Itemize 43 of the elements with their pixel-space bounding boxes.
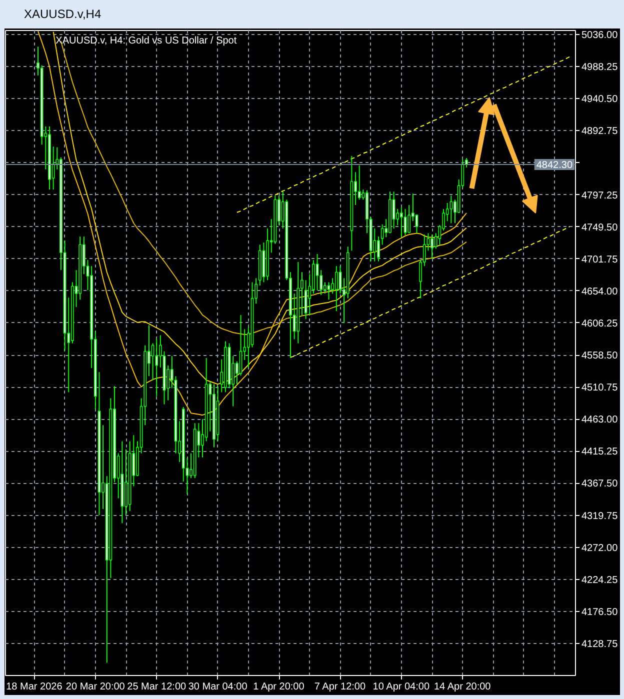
y-tick-label: 4558.50 xyxy=(582,350,618,362)
y-tick-label: 4749.50 xyxy=(582,222,618,234)
y-tick-label: 4940.50 xyxy=(582,94,618,106)
chart-title: XAUUSD.v,H4 xyxy=(24,6,102,23)
y-tick-label: 4463.00 xyxy=(582,414,618,426)
candlestick xyxy=(400,206,403,238)
candlestick xyxy=(408,204,411,234)
y-tick-label: 4367.50 xyxy=(582,478,618,490)
y-tick-label: 4415.25 xyxy=(582,446,618,458)
y-tick-label: 4510.75 xyxy=(582,382,618,394)
x-tick-label: 25 Mar 12:00 xyxy=(127,682,187,692)
y-tick-label: 4988.25 xyxy=(582,62,618,74)
y-tick-label: 4272.00 xyxy=(582,542,618,554)
candlestick xyxy=(430,234,434,260)
candlestick xyxy=(415,214,418,234)
candlestick xyxy=(358,164,361,200)
candlestick xyxy=(327,282,330,300)
candlestick xyxy=(377,236,380,262)
x-tick-label: 1 Apr 20:00 xyxy=(253,682,305,692)
x-tick-label: 10 Apr 04:00 xyxy=(372,682,430,692)
line-series xyxy=(236,56,570,213)
candlestick xyxy=(334,266,338,312)
line-series xyxy=(290,226,570,358)
candlestick xyxy=(155,338,158,397)
y-tick-label: 4319.75 xyxy=(582,510,618,522)
x-tick-label: 20 Mar 20:00 xyxy=(66,682,126,692)
y-tick-label: 4128.75 xyxy=(582,638,618,650)
y-tick-label: 4892.75 xyxy=(582,126,618,138)
y-tick-label: 4654.00 xyxy=(582,286,618,298)
y-tick-label: 4224.25 xyxy=(582,574,618,586)
x-tick-label: 7 Apr 12:00 xyxy=(314,682,366,692)
y-tick-label: 4606.25 xyxy=(582,318,618,330)
ref-line-label: 4842.30 xyxy=(536,160,573,172)
y-tick-label: 4701.75 xyxy=(582,254,618,266)
candlestick xyxy=(316,254,319,291)
x-tick-label: 18 Mar 2026 xyxy=(6,682,63,692)
y-tick-label: 4797.25 xyxy=(582,190,618,202)
x-tick-label: 30 Mar 04:00 xyxy=(188,682,248,692)
y-tick-label: 4176.50 xyxy=(582,606,618,618)
y-tick-label: 5036.00 xyxy=(582,30,618,42)
text: XAUUSD.v, H4: Gold vs US Dollar / Spot xyxy=(56,36,237,46)
x-tick-label: 14 Apr 20:00 xyxy=(434,682,492,692)
candlestick xyxy=(450,195,453,224)
